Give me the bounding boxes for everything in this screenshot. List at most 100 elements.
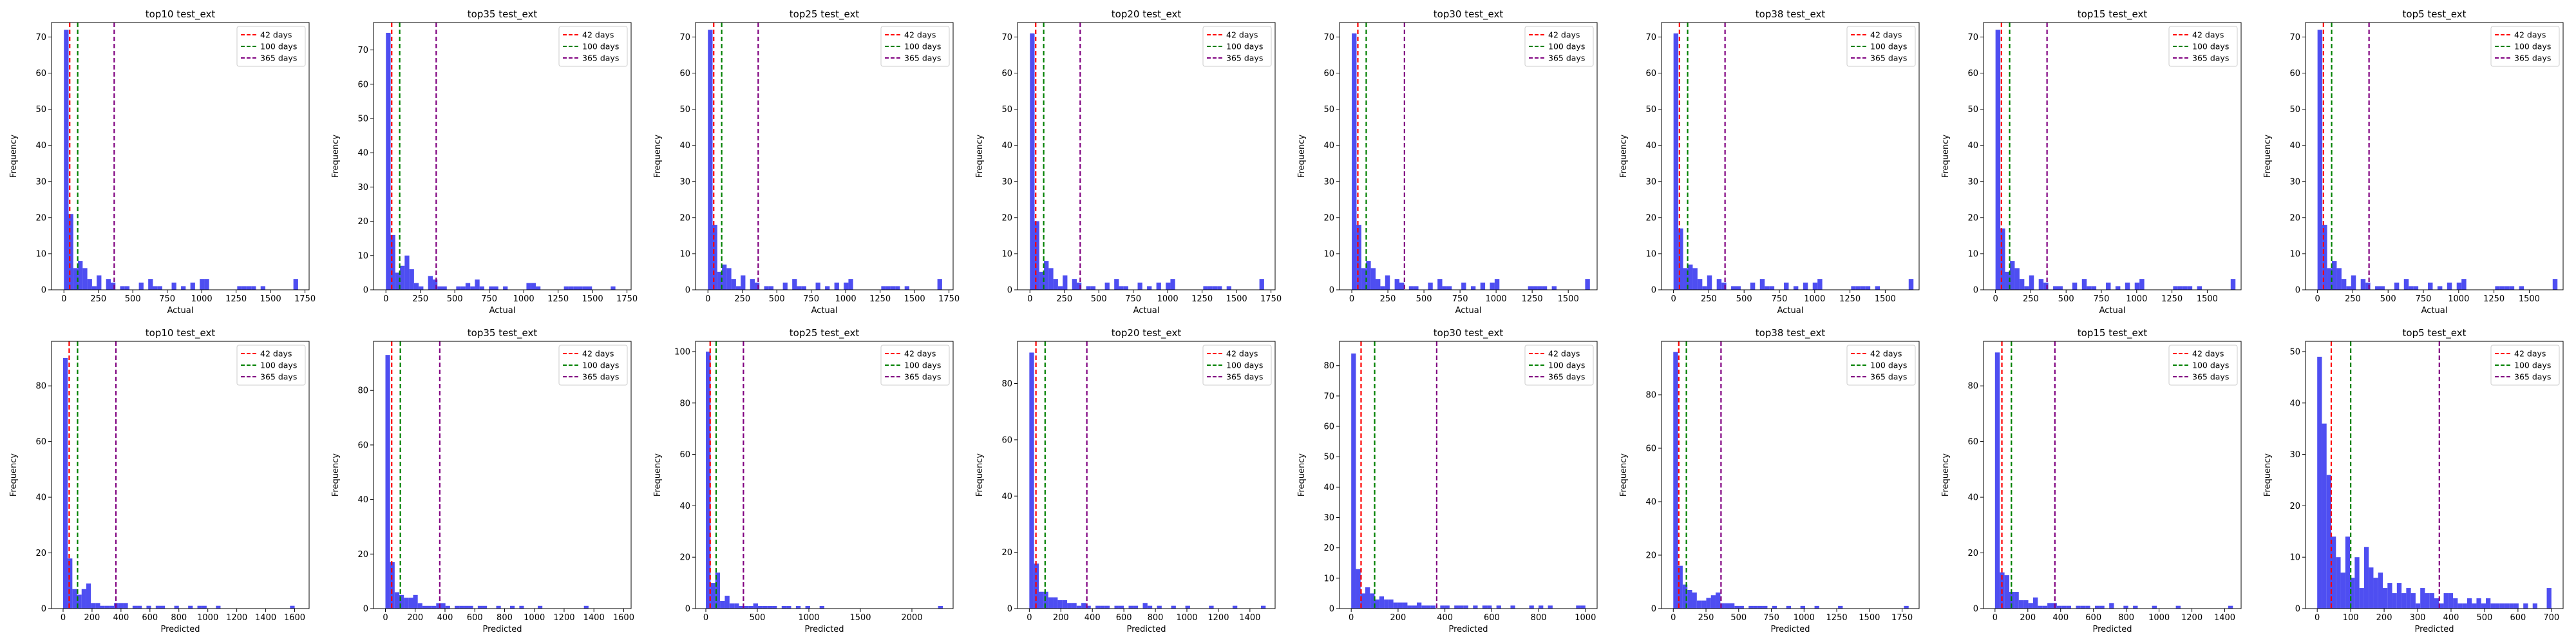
histogram-bar bbox=[2043, 282, 2049, 290]
histogram-bar bbox=[886, 286, 891, 290]
x-tick-label: 500 bbox=[2380, 294, 2396, 304]
histogram-bar bbox=[408, 598, 413, 609]
x-tick-label: 0 bbox=[2315, 294, 2320, 304]
chart-title: top25 test_ext bbox=[790, 8, 860, 21]
histogram-bar bbox=[1817, 279, 1823, 290]
histogram-bar bbox=[2322, 423, 2327, 609]
chart-title: top5 test_ext bbox=[2403, 8, 2467, 21]
histogram-bar bbox=[1137, 282, 1142, 290]
x-tick-label: 750 bbox=[2416, 294, 2432, 304]
histogram-bar bbox=[2072, 282, 2078, 290]
histogram-bar bbox=[805, 606, 810, 609]
histogram-bar bbox=[587, 286, 592, 290]
y-tick-label: 30 bbox=[1967, 177, 1978, 187]
x-axis-label: Predicted bbox=[482, 625, 522, 634]
x-tick-label: 1000 bbox=[197, 613, 218, 623]
histogram-bar bbox=[743, 606, 749, 609]
legend-item-42-days: 42 days bbox=[885, 30, 936, 40]
histogram-bar bbox=[1171, 605, 1176, 609]
x-axis-label: Predicted bbox=[1770, 625, 1810, 634]
x-tick-label: 1500 bbox=[260, 294, 281, 304]
histogram-bar bbox=[493, 286, 498, 290]
histogram-bar bbox=[109, 605, 115, 609]
y-axis-label: Frequency bbox=[9, 135, 19, 178]
histogram-bars bbox=[2317, 30, 2558, 290]
x-tick-label: 250 bbox=[90, 294, 106, 304]
legend-item-42-days: 42 days bbox=[1529, 349, 1580, 359]
histogram-bar bbox=[1428, 282, 1433, 290]
y-tick-label: 70 bbox=[1967, 33, 1978, 43]
legend-item-100-days: 100 days bbox=[1851, 42, 1907, 52]
y-tick-label: 50 bbox=[1967, 105, 1978, 115]
histogram-bar bbox=[2038, 279, 2044, 290]
histogram-bar bbox=[87, 279, 92, 290]
histogram-bar bbox=[1208, 286, 1213, 290]
histogram-bars bbox=[1673, 33, 1914, 290]
legend-label: 42 days bbox=[2514, 30, 2546, 40]
histogram-bar bbox=[1707, 275, 1712, 290]
histogram-bar bbox=[578, 286, 583, 290]
x-tick-label: 1250 bbox=[225, 294, 247, 304]
y-tick-label: 100 bbox=[674, 347, 690, 357]
legend-label: 100 days bbox=[2514, 361, 2551, 370]
chart-title: top10 test_ext bbox=[146, 327, 216, 339]
histogram-bar bbox=[538, 605, 543, 609]
chart-title: top38 test_ext bbox=[1756, 327, 1826, 339]
histogram-bar bbox=[2401, 593, 2407, 609]
legend-label: 365 days bbox=[2192, 53, 2229, 63]
x-tick-label: 1250 bbox=[1522, 294, 1543, 304]
histogram-bar bbox=[2042, 605, 2048, 609]
histogram-bar bbox=[2094, 605, 2100, 609]
x-tick-label: 500 bbox=[750, 613, 766, 623]
legend-item-42-days: 42 days bbox=[1851, 349, 1902, 359]
histogram-bar bbox=[1366, 261, 1371, 290]
histogram-bar bbox=[729, 603, 735, 609]
histogram-bar bbox=[455, 605, 460, 609]
legend-label: 100 days bbox=[2192, 42, 2229, 52]
histogram-bar bbox=[531, 283, 536, 290]
histogram-bar bbox=[1361, 268, 1367, 290]
histogram-bar bbox=[475, 279, 480, 290]
histogram-bar bbox=[1542, 286, 1548, 290]
legend-item-42-days: 42 days bbox=[1851, 30, 1902, 40]
histogram-bar bbox=[1380, 286, 1385, 290]
x-tick-label: 250 bbox=[2345, 294, 2361, 304]
histogram-bar bbox=[200, 279, 205, 290]
legend-box bbox=[1202, 26, 1272, 67]
histogram-bar bbox=[2532, 603, 2537, 609]
x-axis-label: Predicted bbox=[2414, 625, 2454, 634]
x-tick-label: 400 bbox=[1084, 613, 1101, 623]
legend-item-100-days: 100 days bbox=[1529, 42, 1585, 52]
y-tick-label: 60 bbox=[679, 69, 690, 79]
legend-label: 42 days bbox=[260, 30, 292, 40]
histogram-bar bbox=[1716, 592, 1721, 609]
y-tick-label: 30 bbox=[1001, 177, 1012, 187]
legend-box bbox=[1846, 345, 1916, 386]
x-tick-label: 700 bbox=[2543, 613, 2559, 623]
histogram-bar bbox=[1356, 569, 1361, 609]
legend-label: 365 days bbox=[2514, 372, 2551, 382]
histogram-bar bbox=[2005, 271, 2010, 290]
histogram-bar bbox=[890, 286, 896, 290]
x-tick-label: 800 bbox=[171, 613, 187, 623]
histogram-bar bbox=[1692, 268, 1698, 290]
chart-title: top15 test_ext bbox=[2078, 8, 2148, 21]
histogram-bar bbox=[797, 286, 802, 290]
legend-item-42-days: 42 days bbox=[241, 349, 292, 359]
histogram-bar bbox=[2115, 286, 2121, 290]
histogram-bar bbox=[2410, 593, 2416, 609]
histogram-bar bbox=[2350, 578, 2355, 609]
y-tick-label: 0 bbox=[41, 605, 46, 614]
histogram-bar bbox=[160, 605, 166, 609]
histogram-bar bbox=[731, 279, 736, 290]
y-tick-label: 20 bbox=[1967, 213, 1978, 223]
histogram-bar bbox=[834, 282, 839, 290]
plot-frame bbox=[1017, 22, 1276, 290]
legend-label: 365 days bbox=[904, 53, 941, 63]
y-tick-label: 70 bbox=[1001, 33, 1012, 43]
histogram-bar bbox=[2392, 593, 2397, 609]
plot-frame bbox=[1339, 341, 1598, 609]
histogram-bar bbox=[768, 286, 774, 290]
legend-label: 42 days bbox=[582, 349, 614, 359]
x-tick-label: 1250 bbox=[1826, 613, 1848, 623]
